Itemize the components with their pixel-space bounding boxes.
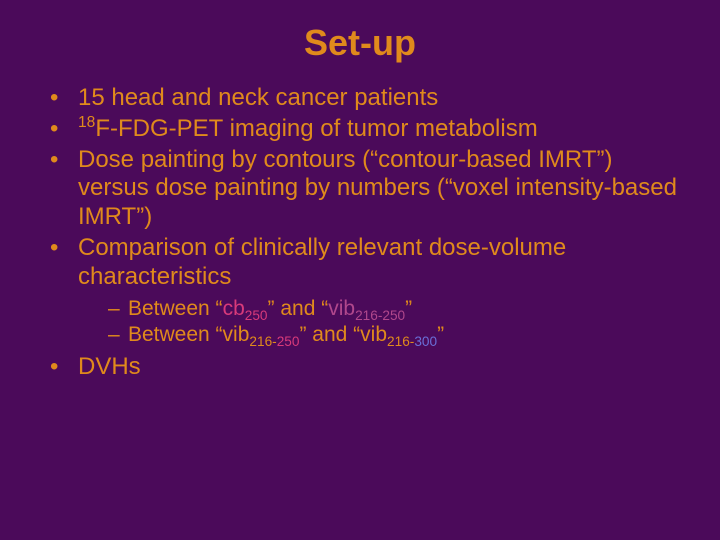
text-run: ” and “: [268, 297, 329, 320]
subscript: 216-250: [249, 334, 299, 349]
cb-label: cb: [223, 297, 245, 320]
bullet-text: Dose painting by contours (“contour-base…: [78, 146, 677, 231]
text-run: ”: [405, 297, 412, 320]
text-run: 216-: [249, 334, 276, 349]
bullet-item: 15 head and neck cancer patients: [50, 84, 680, 113]
bullet-text: Comparison of clinically relevant dose-v…: [78, 234, 566, 290]
subscript: 216-250: [355, 308, 405, 323]
sub-bullet-item: Between “cb250” and “vib216-250”: [108, 296, 680, 321]
subscript: 216-300: [387, 334, 437, 349]
text-run: ”: [437, 323, 444, 346]
bullet-item: Comparison of clinically relevant dose-v…: [50, 234, 680, 347]
text-run: Between “vib: [128, 323, 249, 346]
bullet-text: F-FDG-PET imaging of tumor metabolism: [95, 115, 537, 142]
text-run: 250: [277, 334, 300, 349]
text-run: Between “: [128, 297, 223, 320]
sub-bullet-list: Between “cb250” and “vib216-250” Between…: [78, 296, 680, 347]
text-run: 300: [414, 334, 437, 349]
bullet-list: 15 head and neck cancer patients 18F-FDG…: [50, 84, 680, 382]
sub-bullet-item: Between “vib216-250” and “vib216-300”: [108, 322, 680, 347]
bullet-text: 15 head and neck cancer patients: [78, 84, 438, 111]
bullet-text: DVHs: [78, 353, 141, 380]
slide: Set-up 15 head and neck cancer patients …: [0, 0, 720, 540]
slide-content: 15 head and neck cancer patients 18F-FDG…: [0, 84, 720, 382]
superscript: 18: [78, 114, 95, 131]
slide-title: Set-up: [0, 0, 720, 84]
bullet-item: 18F-FDG-PET imaging of tumor metabolism: [50, 115, 680, 144]
subscript: 250: [245, 308, 268, 323]
bullet-item: Dose painting by contours (“contour-base…: [50, 146, 680, 232]
text-run: ” and “vib: [299, 323, 387, 346]
vib-label: vib: [328, 297, 355, 320]
text-run: 216-: [387, 334, 414, 349]
bullet-item: DVHs: [50, 353, 680, 382]
